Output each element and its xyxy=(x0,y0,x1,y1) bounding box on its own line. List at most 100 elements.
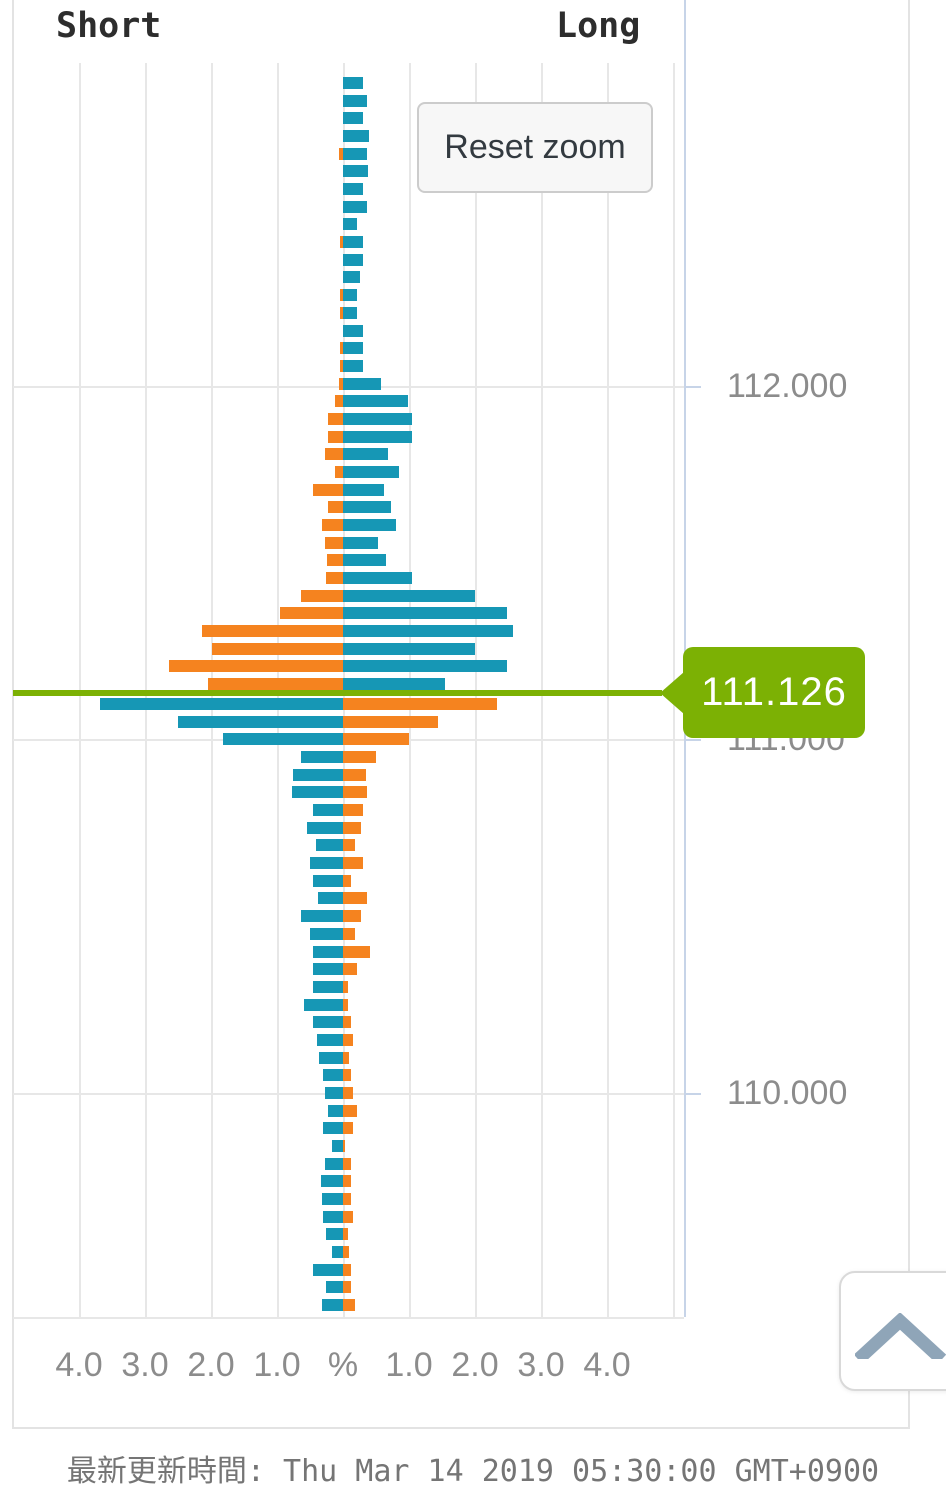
reset-zoom-button[interactable]: Reset zoom xyxy=(417,102,653,193)
long-position-bar xyxy=(343,751,376,764)
short-position-bar xyxy=(335,465,343,478)
short-position-bar xyxy=(300,751,343,764)
long-position-bar xyxy=(343,1069,351,1082)
long-position-bar xyxy=(343,1299,355,1312)
short-position-bar xyxy=(292,768,343,781)
long-position-bar xyxy=(343,892,367,905)
reset-zoom-label: Reset zoom xyxy=(444,128,626,166)
short-position-bar xyxy=(313,483,343,496)
short-position-bar xyxy=(339,289,343,302)
short-position-bar xyxy=(319,1051,343,1064)
percent-axis-label: 4.0 xyxy=(55,1346,103,1384)
short-position-bar xyxy=(178,715,343,728)
price-axis-tick xyxy=(684,739,701,741)
short-position-bar xyxy=(339,306,343,319)
panel-border-left xyxy=(12,0,14,1428)
long-position-bar xyxy=(343,804,363,817)
short-position-bar xyxy=(332,1140,343,1152)
long-position-bar xyxy=(343,821,361,834)
short-position-bar xyxy=(310,857,343,870)
short-position-bar xyxy=(323,1122,343,1135)
long-position-bar xyxy=(343,130,370,143)
long-position-bar xyxy=(343,768,367,781)
long-position-bar xyxy=(343,1157,351,1170)
current-price-badge: 111.126 xyxy=(683,647,865,738)
last-updated-text: 最新更新時間: Thu Mar 14 2019 05:30:00 GMT+090… xyxy=(66,1454,880,1489)
percent-axis-label: 4.0 xyxy=(583,1346,631,1384)
long-position-bar xyxy=(343,183,363,196)
long-position-bar xyxy=(343,112,363,125)
long-position-bar xyxy=(343,625,514,638)
long-position-bar xyxy=(343,77,363,89)
short-position-bar xyxy=(292,786,343,799)
panel-border-right xyxy=(908,0,910,1428)
long-position-bar xyxy=(343,1104,357,1117)
long-position-bar xyxy=(343,501,391,514)
short-position-bar xyxy=(339,377,343,390)
short-position-bar xyxy=(339,236,343,249)
short-position-bar xyxy=(321,1193,343,1206)
short-position-bar xyxy=(202,625,343,638)
long-position-bar xyxy=(343,1193,351,1206)
short-position-bar xyxy=(222,733,343,746)
short-position-bar xyxy=(168,660,343,673)
short-position-bar xyxy=(300,910,343,923)
long-position-bar xyxy=(343,147,367,160)
long-position-bar xyxy=(343,519,396,531)
long-position-bar xyxy=(343,660,507,673)
long-position-bar xyxy=(343,448,388,461)
short-position-bar xyxy=(316,1033,343,1046)
long-position-bar xyxy=(343,236,363,249)
long-position-bar xyxy=(343,377,381,390)
long-position-bar xyxy=(343,359,363,372)
long-position-bar xyxy=(343,395,408,408)
long-position-bar xyxy=(343,94,367,107)
long-position-bar xyxy=(343,733,409,746)
short-position-bar xyxy=(321,1299,343,1312)
long-position-bar xyxy=(343,874,351,887)
percent-axis-label: 1.0 xyxy=(253,1346,301,1384)
short-position-bar xyxy=(313,1263,343,1276)
long-position-bar xyxy=(343,786,367,799)
price-axis-tick xyxy=(684,386,701,388)
short-position-bar xyxy=(313,874,343,887)
long-position-bar xyxy=(343,607,507,620)
chevron-up-icon xyxy=(855,1313,946,1359)
short-position-bar xyxy=(313,1016,343,1029)
short-position-bar xyxy=(325,572,343,585)
current-price-value: 111.126 xyxy=(701,670,847,714)
short-position-bar xyxy=(323,1210,343,1223)
long-position-bar xyxy=(343,572,412,585)
long-position-bar xyxy=(343,412,412,425)
short-position-bar xyxy=(326,554,343,567)
short-position-bar xyxy=(321,519,343,531)
long-position-bar xyxy=(343,554,386,567)
short-position-bar xyxy=(325,1228,343,1241)
long-position-bar xyxy=(343,271,361,284)
short-position-bar xyxy=(339,359,343,372)
short-position-bar xyxy=(100,698,343,710)
long-position-bar xyxy=(343,1281,351,1294)
long-position-bar xyxy=(343,642,475,655)
long-position-bar xyxy=(343,324,363,337)
current-price-line xyxy=(13,690,662,696)
short-position-bar xyxy=(335,395,343,408)
long-position-bar xyxy=(343,589,475,602)
long-position-bar xyxy=(343,945,371,958)
short-position-bar xyxy=(315,839,343,852)
short-position-bar xyxy=(328,501,343,514)
short-position-bar xyxy=(321,1175,343,1188)
short-position-bar xyxy=(313,804,343,817)
percent-axis-label: 3.0 xyxy=(517,1346,565,1384)
long-position-bar xyxy=(343,430,412,443)
long-position-bar xyxy=(343,1210,353,1223)
scroll-to-top-button[interactable] xyxy=(839,1271,946,1391)
percent-axis-label: % xyxy=(327,1346,359,1384)
short-position-bar xyxy=(325,448,343,461)
short-position-bar xyxy=(328,430,343,443)
short-position-bar xyxy=(325,536,343,549)
panel-border-bottom xyxy=(12,1427,910,1429)
long-position-bar xyxy=(343,165,369,178)
long-position-bar xyxy=(343,698,497,710)
long-position-bar xyxy=(343,963,357,976)
